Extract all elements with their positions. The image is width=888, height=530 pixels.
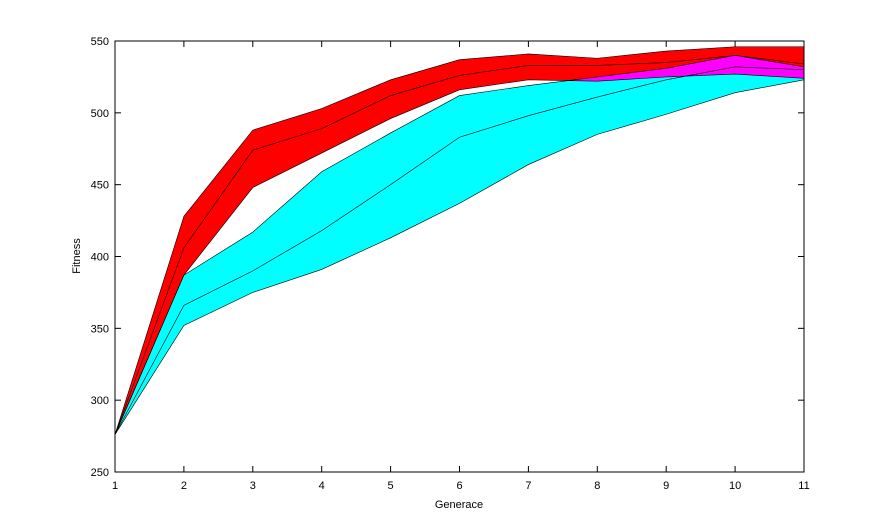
x-tick-label: 9 [663,480,669,492]
x-tick-label: 6 [456,480,462,492]
x-tick-label: 2 [181,480,187,492]
x-tick-label: 1 [112,480,118,492]
x-tick-label: 8 [594,480,600,492]
band-fill [115,55,804,435]
x-tick-label: 4 [319,480,325,492]
band-lower-line [114,79,805,435]
band-fill [115,46,804,435]
band-upper-line [114,46,804,435]
y-tick-label: 250 [91,467,109,479]
y-tick-label: 400 [91,252,109,264]
band-lower-line [114,73,805,435]
band-mean-line [114,55,805,435]
x-tick-label: 5 [388,480,394,492]
x-tick-label: 11 [798,480,809,492]
x-tick-label: 10 [729,480,741,492]
x-axis-label: Generace [435,499,483,511]
x-tick-label: 7 [525,480,531,492]
x-tick-label: 3 [250,480,256,492]
band-mean-line [114,66,805,435]
y-tick-label: 300 [91,395,109,407]
y-tick-label: 350 [91,323,109,335]
band-upper-line [114,55,805,435]
y-tick-label: 550 [91,36,109,48]
y-tick-label: 500 [91,108,109,120]
y-axis-label: Fitness [71,238,83,274]
y-tick-label: 450 [91,180,109,192]
